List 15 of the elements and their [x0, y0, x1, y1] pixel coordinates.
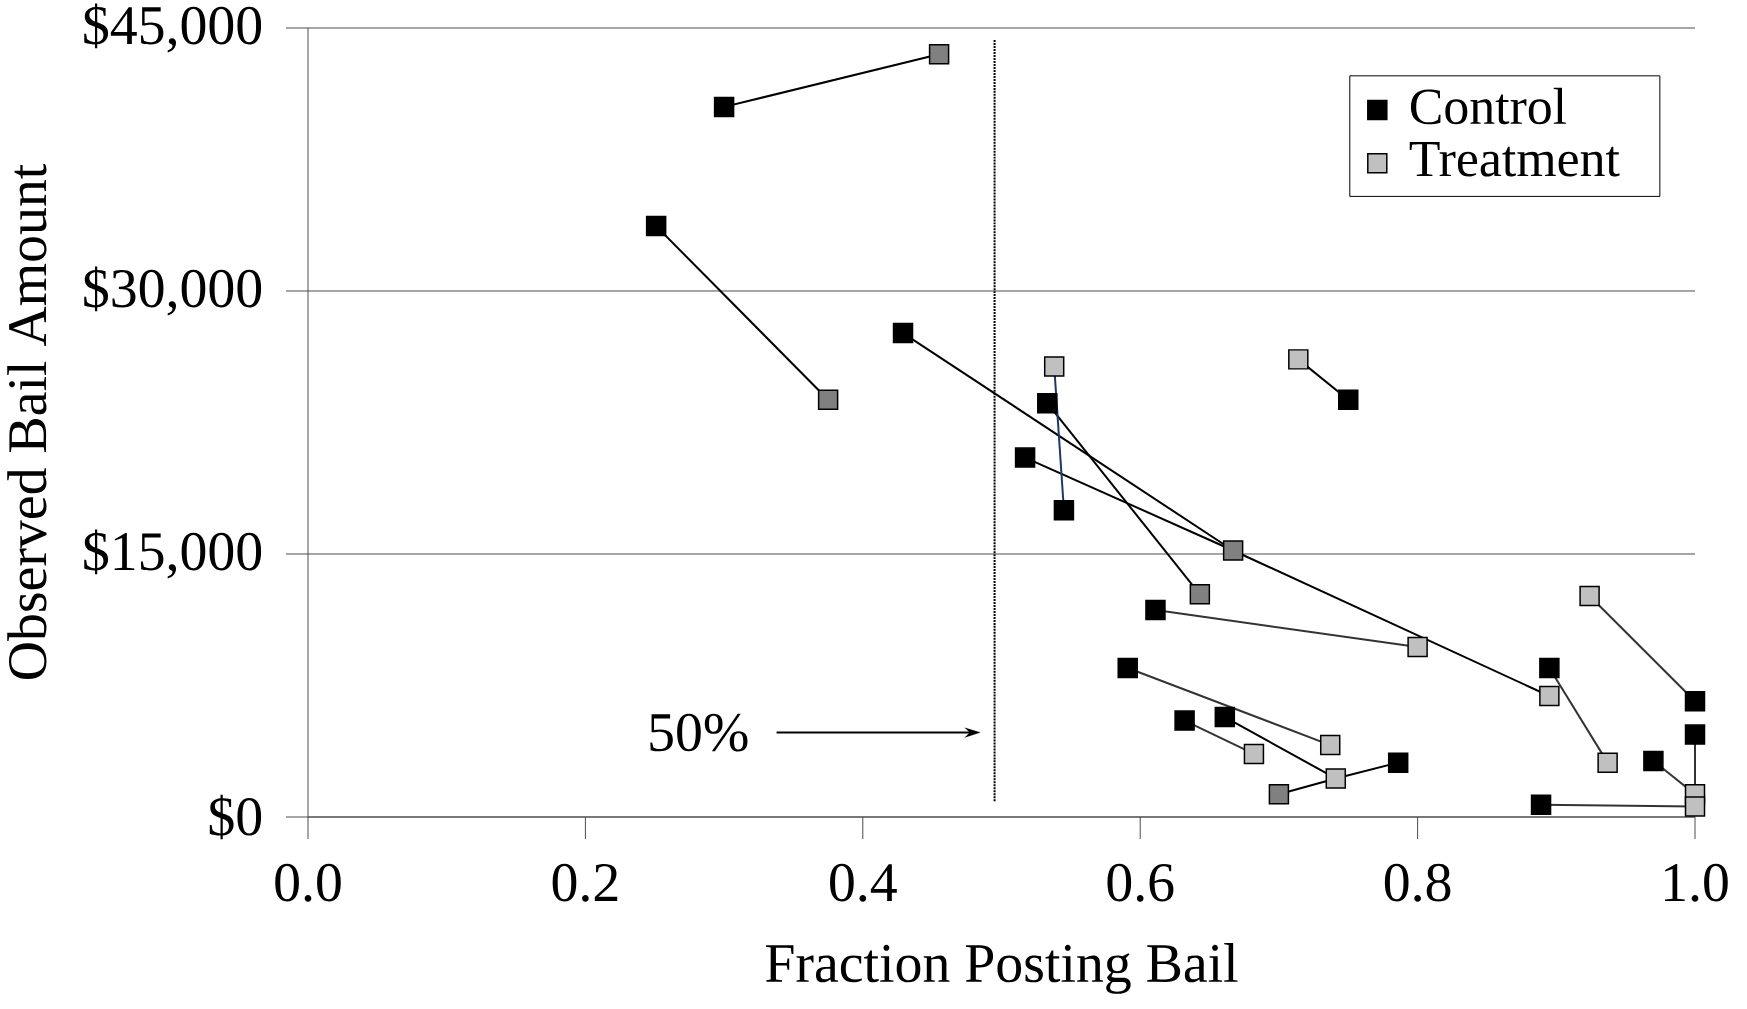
y-tick-label: $0 [209, 794, 262, 840]
legend-label: Control [1410, 87, 1567, 125]
x-tick-label: 0.0 [275, 863, 341, 902]
annotation: 50% [650, 713, 748, 752]
x-tick-label: 0.4 [830, 863, 897, 902]
x-tick-label: 0.2 [552, 863, 618, 902]
y-tick-label: $15,000 [84, 529, 262, 579]
y-tick-label: $45,000 [84, 3, 262, 53]
y-tick-label: $30,000 [84, 266, 262, 316]
x-tick-label: 0.6 [1107, 863, 1174, 902]
x-tick-label: 0.8 [1384, 863, 1451, 902]
x-tick-label: 1.0 [1665, 863, 1728, 902]
y-axis-title: Observed Bail Amount [7, 164, 47, 679]
legend-label: Treatment [1409, 142, 1620, 177]
x-axis-title: Fraction Posting Bail [766, 943, 1238, 994]
